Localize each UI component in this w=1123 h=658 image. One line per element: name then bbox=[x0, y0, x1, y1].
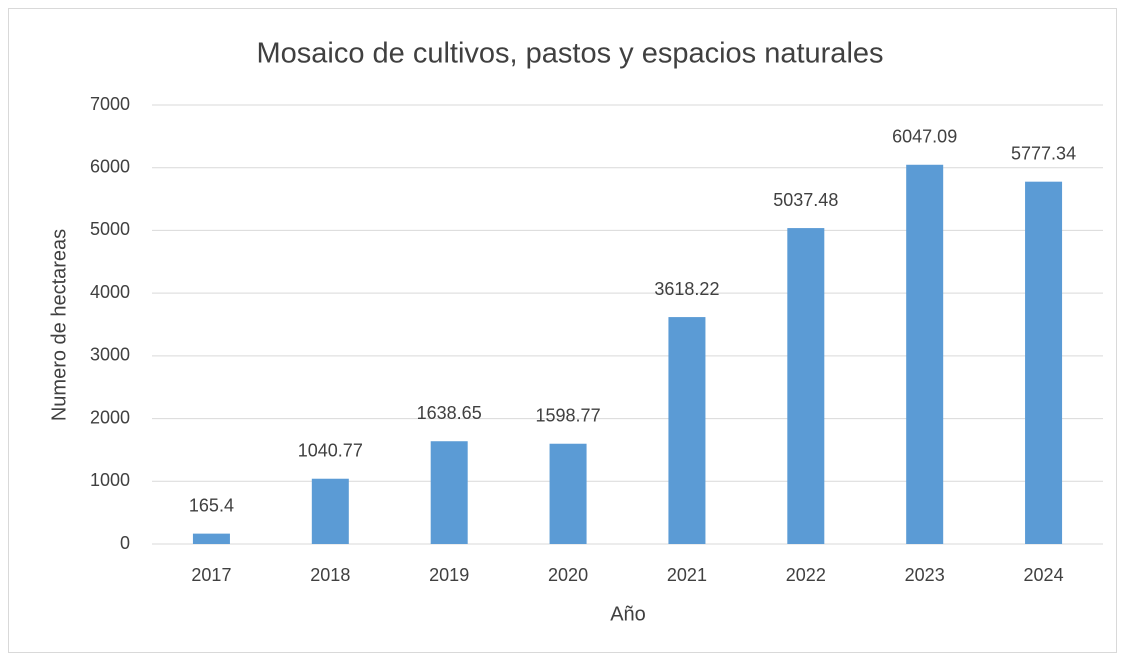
bar bbox=[787, 228, 825, 544]
bar bbox=[1025, 181, 1063, 544]
x-tick-label: 2021 bbox=[667, 565, 707, 585]
x-tick-label: 2017 bbox=[191, 565, 231, 585]
data-label: 165.4 bbox=[189, 495, 234, 515]
data-label: 1598.77 bbox=[536, 405, 601, 425]
bar bbox=[192, 533, 230, 544]
x-tick-label: 2020 bbox=[548, 565, 588, 585]
data-label: 5037.48 bbox=[773, 190, 838, 210]
bar bbox=[430, 441, 468, 544]
x-tick-label: 2022 bbox=[786, 565, 826, 585]
data-label: 6047.09 bbox=[892, 127, 957, 147]
y-tick-label: 5000 bbox=[90, 219, 130, 239]
y-axis-label: Numero de hectareas bbox=[48, 229, 70, 421]
y-tick-label: 0 bbox=[120, 533, 130, 553]
x-tick-label: 2023 bbox=[905, 565, 945, 585]
data-label: 3618.22 bbox=[654, 279, 719, 299]
y-tick-label: 3000 bbox=[90, 345, 130, 365]
x-tick-label: 2024 bbox=[1024, 565, 1064, 585]
y-tick-label: 2000 bbox=[90, 407, 130, 427]
y-tick-label: 4000 bbox=[90, 282, 130, 302]
bar bbox=[906, 164, 944, 545]
chart-title: Mosaico de cultivos, pastos y espacios n… bbox=[256, 38, 883, 70]
data-label: 1638.65 bbox=[417, 403, 482, 423]
y-tick-label: 7000 bbox=[90, 94, 130, 114]
x-tick-label: 2019 bbox=[429, 565, 469, 585]
y-tick-label: 1000 bbox=[90, 470, 130, 490]
bar bbox=[311, 478, 349, 544]
bar bbox=[668, 317, 706, 544]
x-tick-label: 2018 bbox=[310, 565, 350, 585]
bar bbox=[549, 443, 587, 544]
x-axis-label: Año bbox=[610, 603, 646, 625]
data-label: 5777.34 bbox=[1011, 143, 1076, 163]
data-label: 1040.77 bbox=[298, 440, 363, 460]
y-tick-label: 6000 bbox=[90, 156, 130, 176]
